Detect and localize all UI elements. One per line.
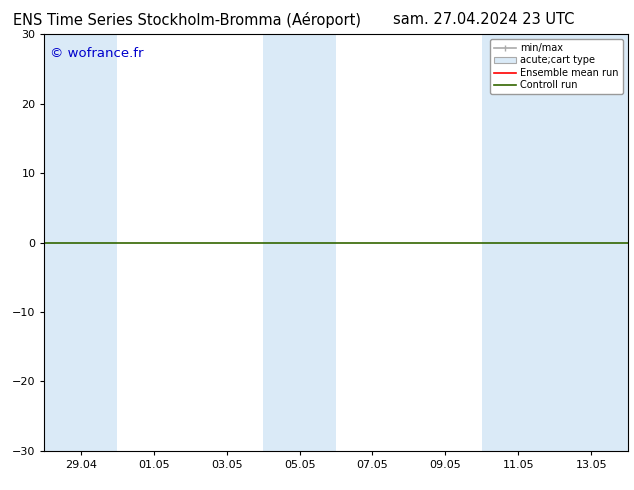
Text: ENS Time Series Stockholm-Bromma (Aéroport): ENS Time Series Stockholm-Bromma (Aéropo… (13, 12, 361, 28)
Bar (555, 34, 628, 451)
Text: © wofrance.fr: © wofrance.fr (50, 47, 144, 60)
Bar (44, 34, 117, 451)
Bar (263, 34, 336, 451)
Legend: min/max, acute;cart type, Ensemble mean run, Controll run: min/max, acute;cart type, Ensemble mean … (490, 39, 623, 94)
Bar (482, 34, 555, 451)
Text: sam. 27.04.2024 23 UTC: sam. 27.04.2024 23 UTC (393, 12, 574, 27)
